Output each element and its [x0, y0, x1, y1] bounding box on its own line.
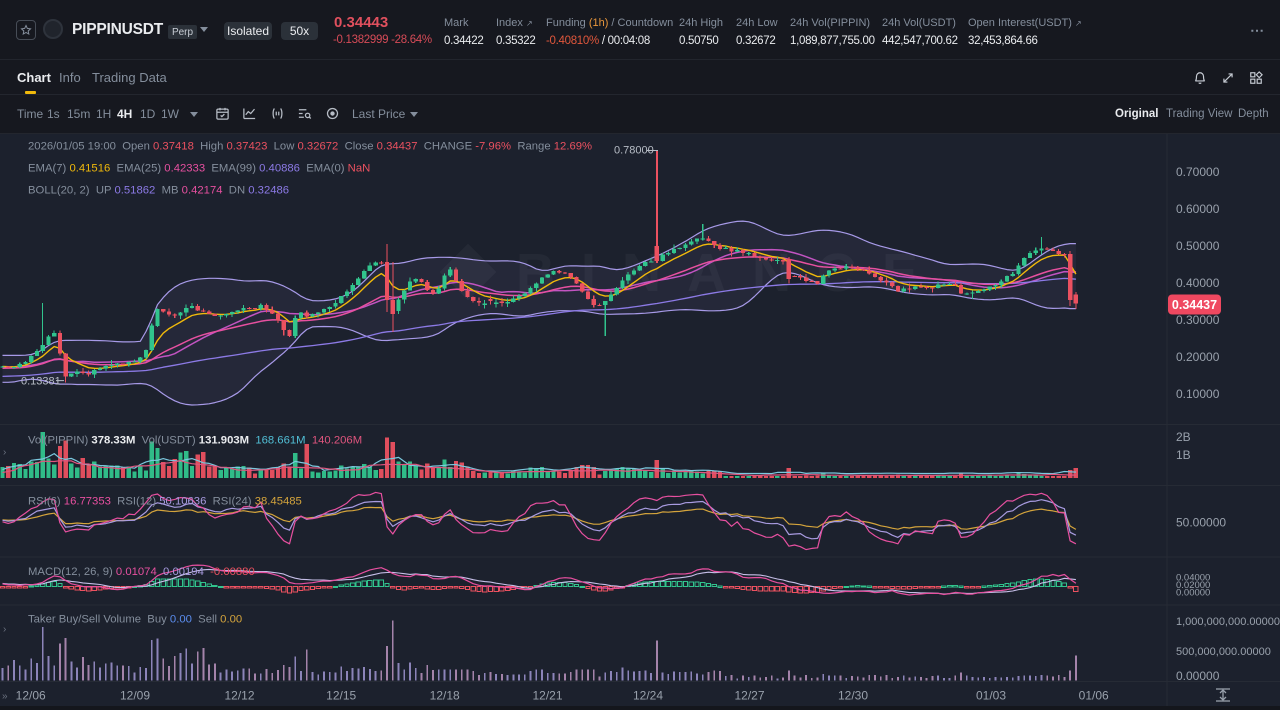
svg-text:BOLL(20, 2) UP 0.51862 MB 0.: BOLL(20, 2) UP 0.51862 MB 0.42174 DN 0.3…: [28, 185, 289, 197]
svg-text:BINANCE: BINANCE: [516, 243, 944, 303]
svg-text:12/15: 12/15: [326, 689, 356, 703]
svg-text:0.13381: 0.13381: [21, 376, 61, 388]
svg-text:Vol(PIPPIN) 378.33M Vol(USDT): Vol(PIPPIN) 378.33M Vol(USDT) 131.903M 1…: [28, 435, 362, 447]
svg-text:1,000,000,000.00000: 1,000,000,000.00000: [1176, 616, 1280, 628]
svg-text:EMA(7) 0.41516 EMA(25) 0.4233: EMA(7) 0.41516 EMA(25) 0.42333 EMA(99) 0…: [28, 163, 370, 175]
svg-text:50.00000: 50.00000: [1176, 516, 1226, 530]
svg-text:12/09: 12/09: [120, 689, 150, 703]
svg-text:›: ›: [3, 447, 6, 458]
svg-text:0.00000: 0.00000: [1176, 669, 1220, 683]
svg-text:›: ›: [3, 624, 6, 635]
svg-text:0.00000: 0.00000: [1176, 588, 1210, 599]
svg-text:12/24: 12/24: [633, 689, 663, 703]
svg-text:MACD(12, 26, 9) 0.01074 0.001: MACD(12, 26, 9) 0.01074 0.00194 -0.00880: [28, 566, 255, 578]
svg-text:12/27: 12/27: [734, 689, 764, 703]
svg-text:0.02000: 0.02000: [1176, 580, 1210, 591]
svg-text:0.10000: 0.10000: [1176, 387, 1220, 401]
svg-text:2B: 2B: [1176, 430, 1191, 444]
svg-text:12/21: 12/21: [532, 689, 562, 703]
svg-text:12/30: 12/30: [838, 689, 868, 703]
svg-text:»: »: [2, 691, 8, 702]
svg-text:2026/01/05 19:00 Open 0.37418: 2026/01/05 19:00 Open 0.37418 High 0.374…: [28, 141, 592, 153]
svg-text:01/03: 01/03: [976, 689, 1006, 703]
svg-text:1B: 1B: [1176, 448, 1191, 462]
svg-text:01/06: 01/06: [1079, 689, 1109, 703]
svg-text:0.50000: 0.50000: [1176, 239, 1220, 253]
svg-text:0.34437: 0.34437: [1172, 298, 1217, 312]
svg-text:12/06: 12/06: [16, 689, 46, 703]
svg-text:500,000,000.00000: 500,000,000.00000: [1176, 646, 1271, 658]
svg-text:12/18: 12/18: [430, 689, 460, 703]
svg-text:0.20000: 0.20000: [1176, 350, 1220, 364]
svg-text:RSI(6) 16.77353 RSI(12) 50.10: RSI(6) 16.77353 RSI(12) 50.10636 RSI(24)…: [28, 496, 302, 508]
svg-text:12/12: 12/12: [224, 689, 254, 703]
svg-text:0.40000: 0.40000: [1176, 276, 1220, 290]
svg-text:0.78000: 0.78000: [614, 145, 654, 157]
svg-text:0.30000: 0.30000: [1176, 313, 1220, 327]
svg-text:0.70000: 0.70000: [1176, 165, 1220, 179]
svg-text:0.04000: 0.04000: [1176, 573, 1210, 584]
svg-text:Taker Buy/Sell Volume Buy 0.0: Taker Buy/Sell Volume Buy 0.00 Sell 0.00: [28, 614, 242, 626]
svg-text:0.60000: 0.60000: [1176, 202, 1220, 216]
